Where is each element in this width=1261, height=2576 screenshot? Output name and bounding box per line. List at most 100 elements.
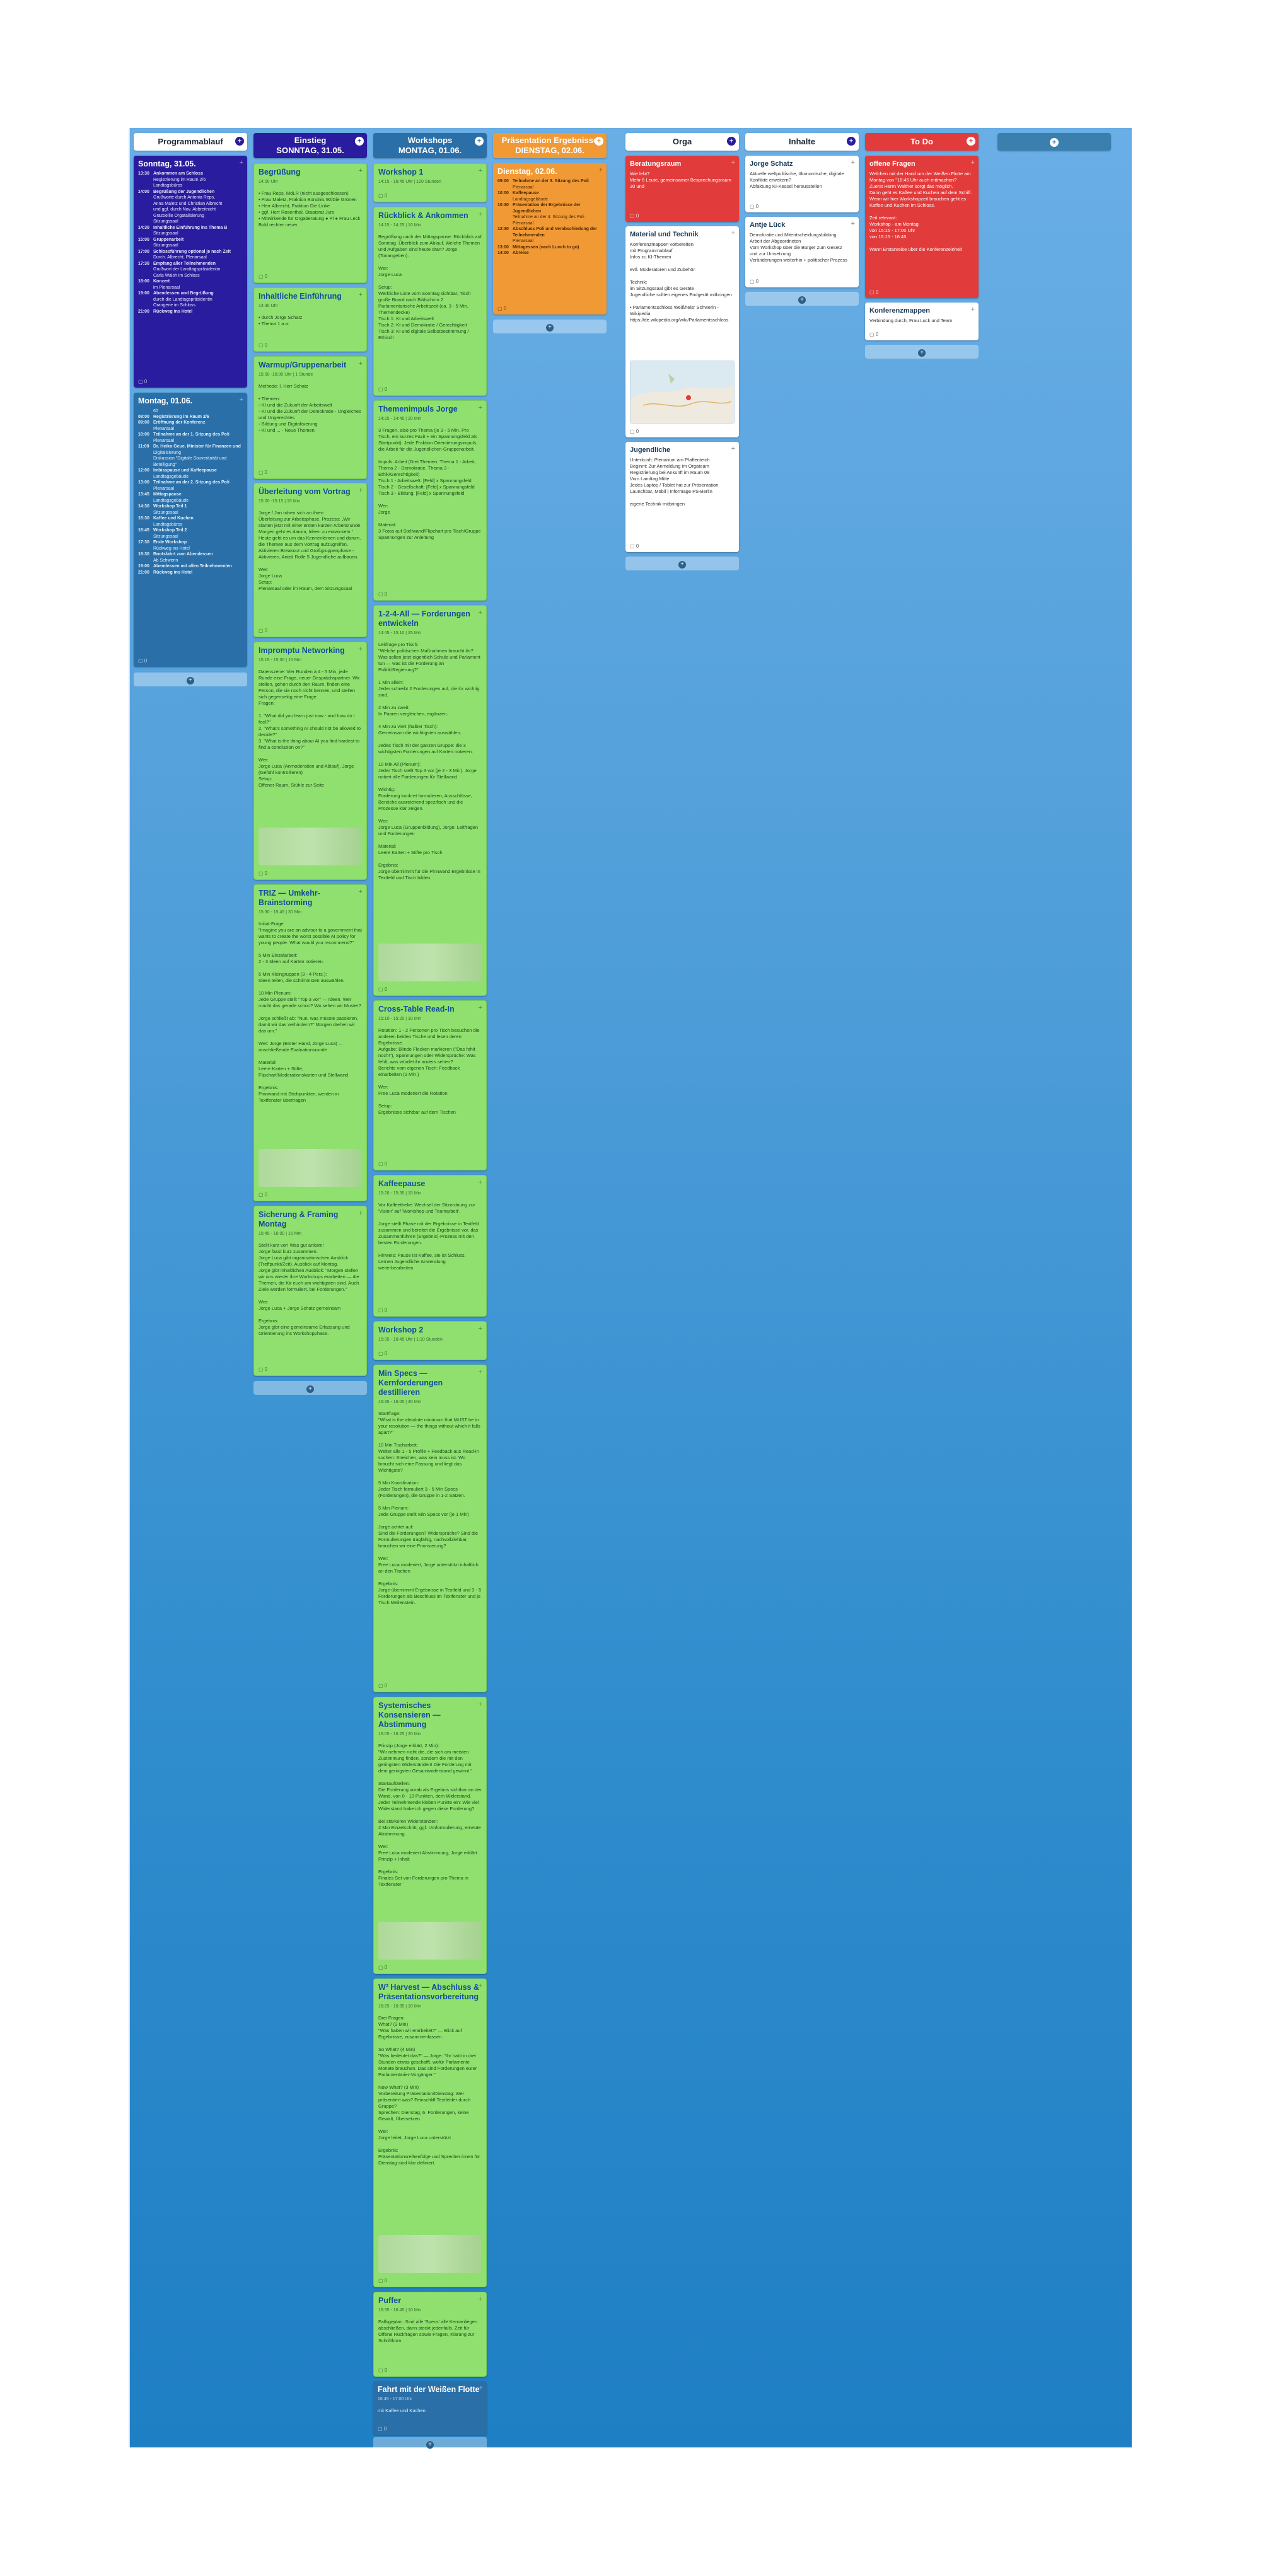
comment-icon[interactable]: ▢ 0 — [630, 429, 639, 434]
add-card-button[interactable]: + — [134, 673, 247, 686]
plus-icon[interactable]: + — [731, 229, 735, 237]
plus-icon[interactable]: + — [358, 645, 363, 653]
comment-icon[interactable]: ▢ 0 — [750, 204, 759, 209]
plus-icon[interactable]: + — [727, 137, 736, 146]
add-card-button[interactable]: + — [865, 345, 979, 359]
plus-icon[interactable]: + — [239, 159, 243, 166]
card-antje-lueck[interactable]: + Antje Lück Demokratie und Mitentscheid… — [745, 217, 859, 287]
column-header[interactable]: Orga + — [625, 133, 739, 151]
plus-icon[interactable]: + — [358, 360, 363, 367]
plus-icon[interactable]: + — [355, 137, 364, 146]
column-header[interactable]: Workshops MONTAG, 01.06. + — [373, 133, 487, 158]
column-header[interactable]: Inhalte + — [745, 133, 859, 151]
comment-icon[interactable]: ▢ 0 — [378, 2426, 387, 2432]
comment-icon[interactable]: ▢ 0 — [259, 1366, 268, 1372]
column-header[interactable]: Präsentation Ergebnisse DIENSTAG, 02.06.… — [493, 133, 607, 158]
plus-icon[interactable]: + — [967, 137, 975, 146]
add-card-button[interactable]: + — [625, 557, 739, 570]
plus-icon[interactable]: + — [970, 159, 975, 166]
comment-icon[interactable]: ▢ 0 — [378, 1307, 388, 1313]
add-list-button[interactable]: + — [997, 133, 1111, 151]
comment-icon[interactable]: ▢ 0 — [497, 306, 507, 311]
card-sonntag[interactable]: + Sonntag, 31.05. 13:30 Ankommen am Schlo… — [134, 156, 247, 388]
plus-icon[interactable]: + — [851, 159, 855, 166]
plus-icon[interactable]: + — [970, 306, 975, 313]
card-workshop-1[interactable]: + Workshop 1 14:15 - 16:45 Uhr | 120 Stu… — [373, 163, 487, 202]
add-card-button[interactable]: + — [253, 1381, 367, 1395]
comment-icon[interactable]: ▢ 0 — [259, 1192, 268, 1198]
plus-icon[interactable]: + — [475, 137, 484, 146]
comment-icon[interactable]: ▢ 0 — [869, 332, 879, 337]
card-sicherung-framing[interactable]: + Sicherung & Framing Montag 15:45 - 16:… — [253, 1206, 367, 1376]
plus-icon[interactable]: + — [479, 2384, 483, 2392]
plus-icon[interactable]: + — [595, 137, 603, 146]
plus-icon[interactable]: + — [478, 167, 482, 175]
add-card-button[interactable]: + — [373, 2437, 487, 2451]
card-1-2-4-all[interactable]: + 1-2-4-All — Forderungen entwickeln 14:… — [373, 605, 487, 996]
card-systemisches-konsensieren[interactable]: + Systemisches Konsensieren — Abstimmung… — [373, 1697, 487, 1974]
comment-icon[interactable]: ▢ 0 — [378, 1351, 388, 1356]
comment-icon[interactable]: ▢ 0 — [378, 986, 388, 992]
comment-icon[interactable]: ▢ 0 — [630, 213, 639, 219]
comment-icon[interactable]: ▢ 0 — [259, 342, 268, 348]
plus-icon[interactable]: + — [731, 445, 735, 453]
comment-icon[interactable]: ▢ 0 — [378, 1161, 388, 1167]
card-montag[interactable]: + Montag, 01.06. ab 08:00 Registrierung im… — [134, 393, 247, 667]
card-inhaltliche-einfuehrung[interactable]: + Inhaltliche Einführung 14:30 Uhr • dur… — [253, 287, 367, 352]
card-min-specs[interactable]: + Min Specs — Kernforderungen destillier… — [373, 1365, 487, 1692]
plus-icon[interactable]: + — [731, 159, 735, 166]
comment-icon[interactable]: ▢ 0 — [378, 2278, 388, 2284]
plus-icon[interactable]: + — [235, 137, 244, 146]
card-warmup[interactable]: + Warmup/Gruppenarbeit 15:00 -16:00 Uhr … — [253, 356, 367, 479]
comment-icon[interactable]: ▢ 0 — [378, 1683, 388, 1689]
card-workshop-2[interactable]: + Workshop 2 15:35 - 16:45 Uhr | 1:10 St… — [373, 1321, 487, 1360]
card-beratungsraum[interactable]: + Beratungsraum Wie lebt? Mehr 6 Leute, … — [625, 156, 739, 222]
comment-icon[interactable]: ▢ 0 — [378, 386, 388, 392]
card-offene-fragen[interactable]: + offene Fragen Welchen mit der Hand um … — [865, 156, 979, 298]
comment-icon[interactable]: ▢ 0 — [378, 2367, 388, 2373]
card-begruessung[interactable]: + Begrüßung 14:00 Uhr • Frau Reps, MdLR … — [253, 163, 367, 283]
add-card-button[interactable]: + — [745, 292, 859, 306]
plus-icon[interactable]: + — [478, 1701, 482, 1708]
plus-icon[interactable]: + — [851, 220, 855, 228]
card-konferenzmappen[interactable]: + Konferenzmappen Verbindung durch, Frau… — [865, 303, 979, 340]
comment-icon[interactable]: ▢ 0 — [259, 870, 268, 876]
card-rueckblick[interactable]: + Rückblick & Ankommen 14:15 - 14:25 | 1… — [373, 207, 487, 396]
plus-icon[interactable]: + — [478, 404, 482, 412]
plus-icon[interactable]: + — [358, 888, 363, 896]
card-ueberleitung[interactable]: + Überleitung vom Vortrag 15:00 -15:15 |… — [253, 483, 367, 637]
plus-icon[interactable]: + — [478, 2296, 482, 2303]
plus-icon[interactable]: + — [478, 211, 482, 218]
comment-icon[interactable]: ▢ 0 — [259, 470, 268, 475]
plus-icon[interactable]: + — [478, 1179, 482, 1186]
comment-icon[interactable]: ▢ 0 — [378, 591, 388, 597]
comment-icon[interactable]: ▢ 0 — [378, 193, 388, 199]
card-kaffeepause[interactable]: + Kaffeepause 15:20 - 15:35 | 15 Min Vor… — [373, 1175, 487, 1317]
card-material-technik[interactable]: + Material und Technik Konferenzmappen v… — [625, 226, 739, 437]
plus-icon[interactable]: + — [478, 609, 482, 616]
card-weisse-flotte[interactable]: + Fahrt mit der Weißen Flotte 16:45 - 17… — [373, 2381, 487, 2435]
plus-icon[interactable]: + — [358, 291, 363, 299]
comment-icon[interactable]: ▢ 0 — [259, 274, 268, 279]
plus-icon[interactable]: + — [847, 137, 856, 146]
plus-icon[interactable]: + — [478, 1982, 482, 1990]
card-triz[interactable]: + TRIZ — Umkehr-Brainstorming 15:30 - 15… — [253, 884, 367, 1201]
comment-icon[interactable]: ▢ 0 — [138, 379, 148, 384]
comment-icon[interactable]: ▢ 0 — [259, 628, 268, 633]
plus-icon[interactable]: + — [478, 1004, 482, 1012]
comment-icon[interactable]: ▢ 0 — [630, 543, 639, 549]
card-themenimpuls[interactable]: + Themenimpuls Jorge 14:25 - 14:45 | 20 … — [373, 400, 487, 601]
plus-icon[interactable]: + — [478, 1368, 482, 1376]
card-puffer[interactable]: + Puffer 16:35 - 16:45 | 10 Min Fallsgep… — [373, 2292, 487, 2377]
column-header[interactable]: To Do + — [865, 133, 979, 151]
plus-icon[interactable]: + — [239, 396, 243, 403]
plus-icon[interactable]: + — [358, 487, 363, 494]
plus-icon[interactable]: + — [478, 1325, 482, 1332]
plus-icon[interactable]: + — [358, 167, 363, 175]
column-header[interactable]: Einstieg SONNTAG, 31.05. + — [253, 133, 367, 158]
plus-icon[interactable]: + — [598, 166, 603, 174]
card-jugendliche[interactable]: + Jugendliche Unterkunft: Plenarium am P… — [625, 442, 739, 552]
comment-icon[interactable]: ▢ 0 — [378, 1965, 388, 1970]
map-thumbnail[interactable] — [630, 361, 735, 424]
add-card-button[interactable]: + — [493, 320, 607, 333]
